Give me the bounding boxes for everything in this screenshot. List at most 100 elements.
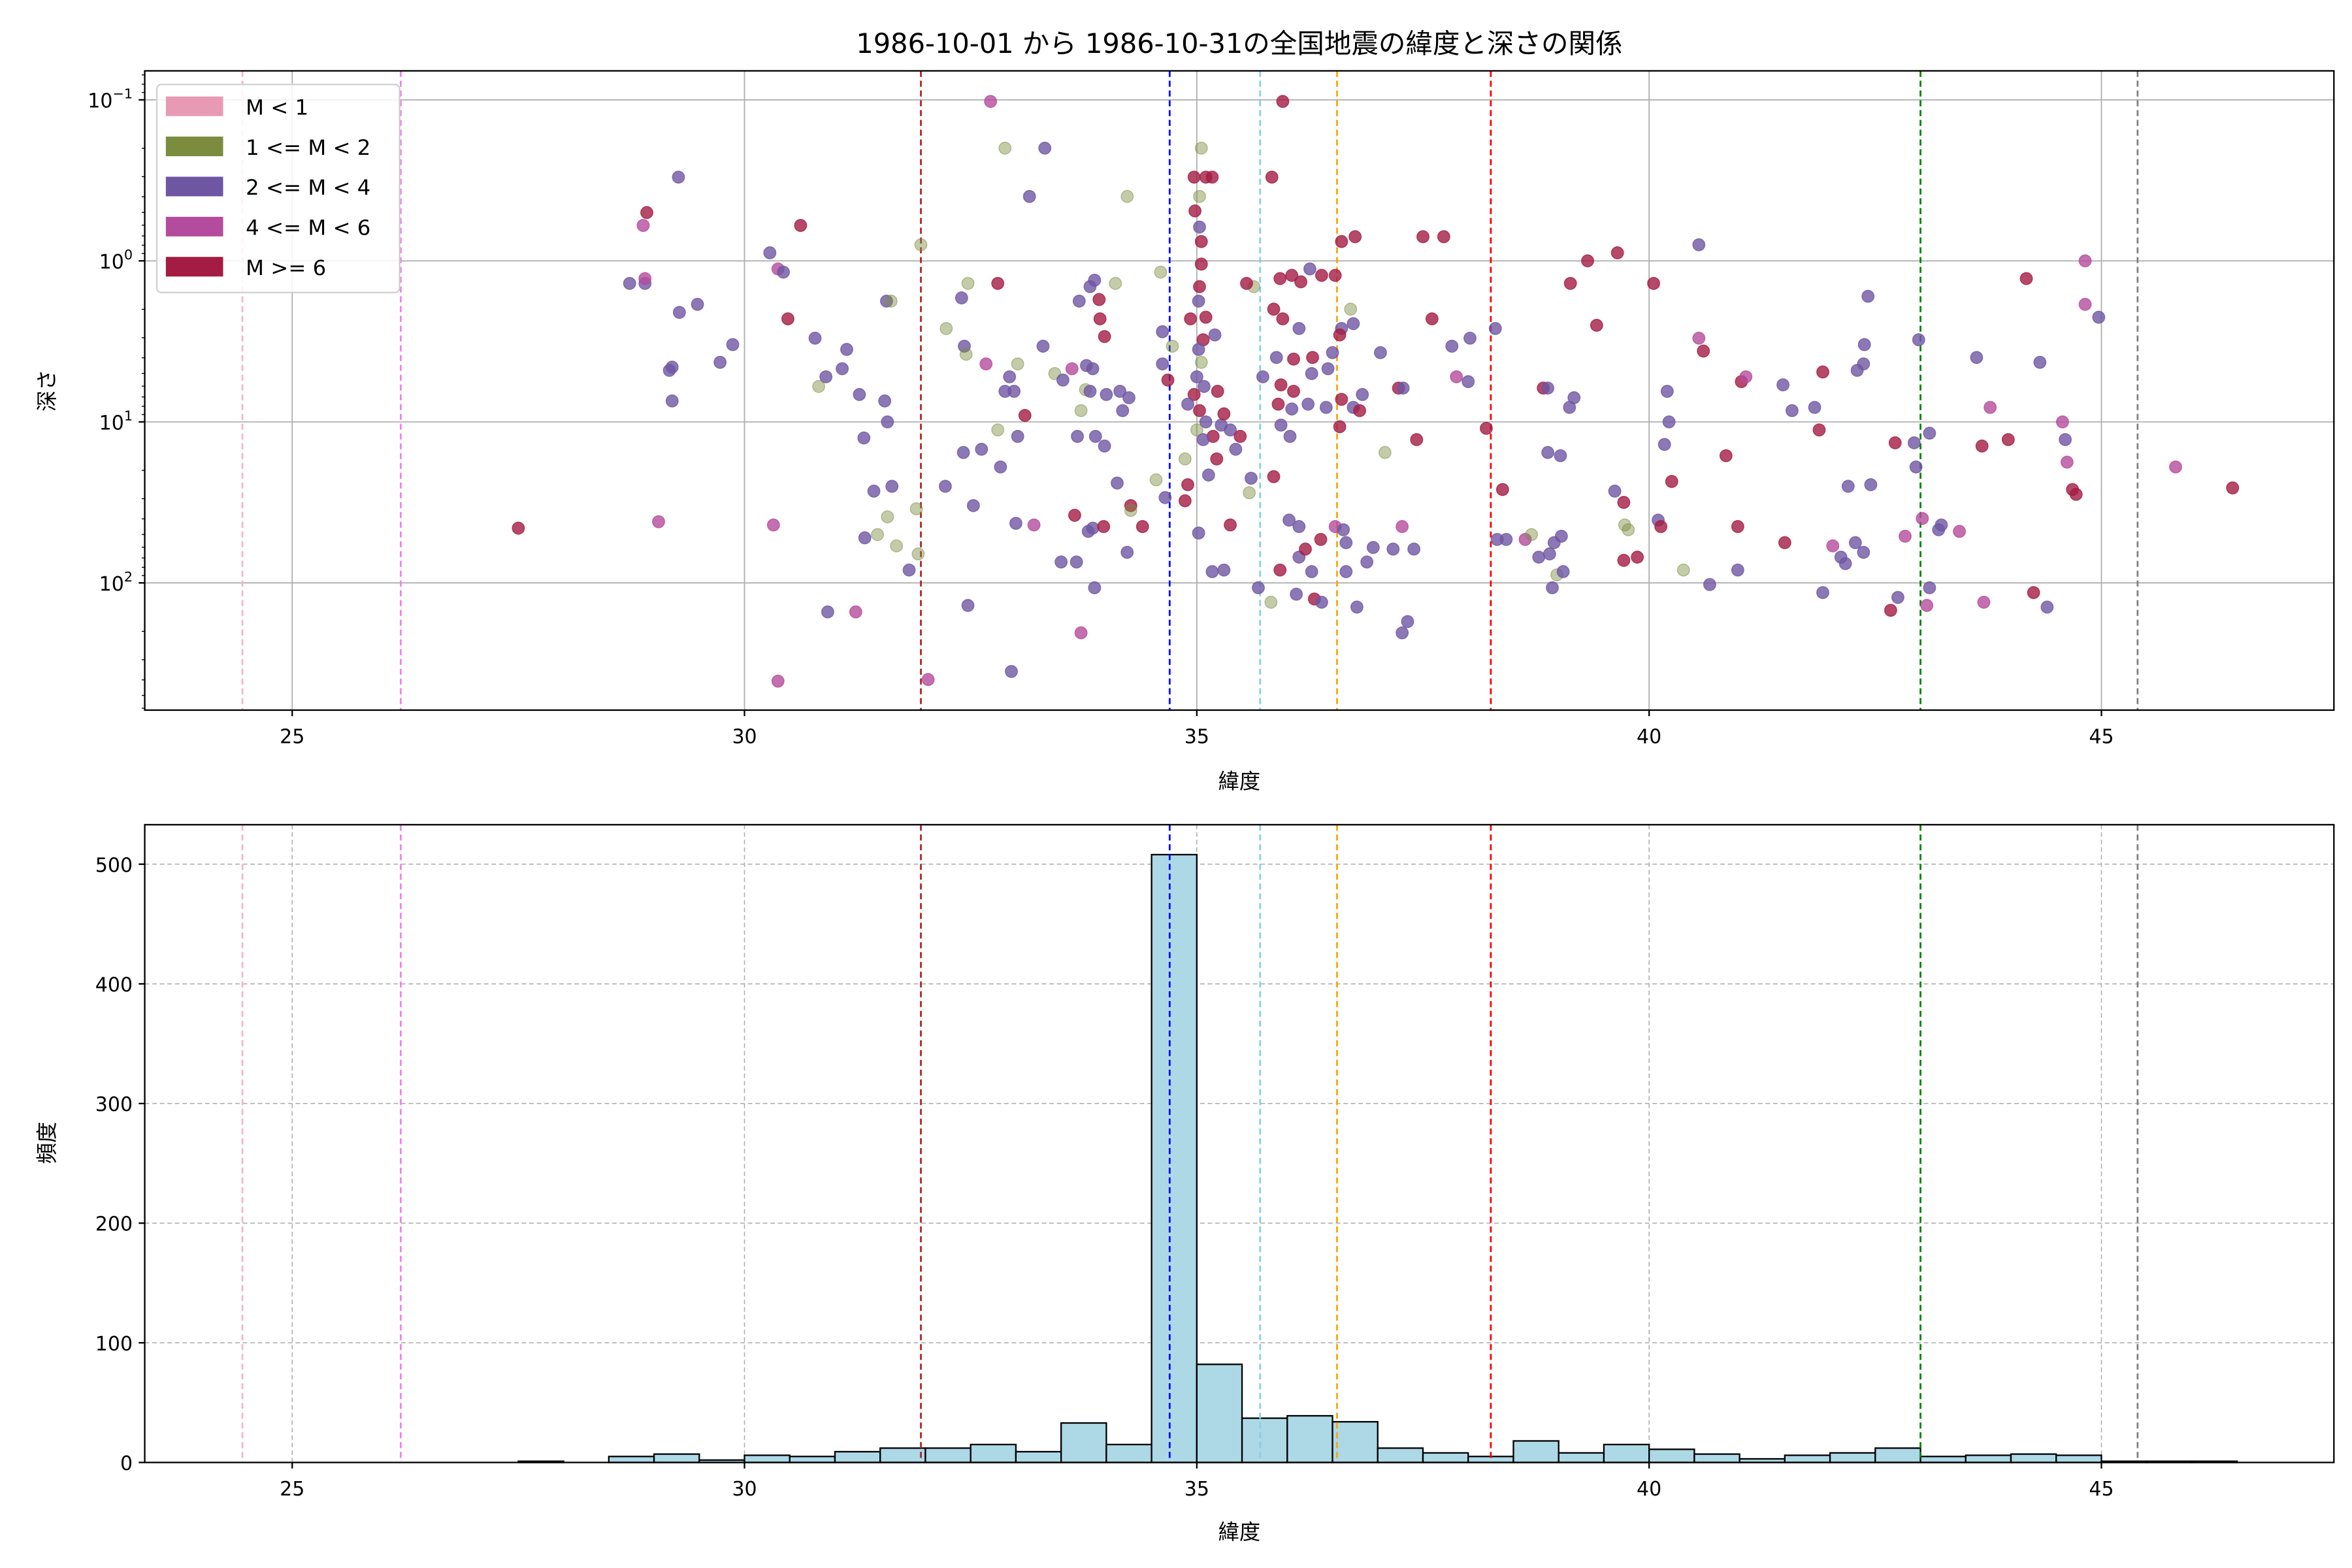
scatter-point <box>1848 536 1862 549</box>
scatter-point <box>1396 382 1410 395</box>
scatter-point <box>1086 362 1100 376</box>
x-tick-label: 25 <box>280 1478 304 1501</box>
scatter-point <box>881 510 894 524</box>
scatter-point <box>1210 452 1224 466</box>
scatter-point <box>1812 423 1826 436</box>
scatter-point <box>1556 565 1570 578</box>
scatter-plot: 25 30 35 40 45 10−1 100 101 102 M < 1 1 <= M < 2 2 … <box>88 70 2335 749</box>
scatter-point <box>1092 293 1106 306</box>
scatter-point <box>1088 581 1102 595</box>
scatter-point <box>1437 230 1450 244</box>
scatter-point <box>2040 600 2054 614</box>
legend-label: 4 <= M < 6 <box>246 216 370 240</box>
scatter-point <box>1306 351 1319 365</box>
scatter-point <box>1838 557 1852 570</box>
scatter-y-axis-label: 深さ <box>35 369 59 412</box>
scatter-point <box>1953 525 1966 538</box>
legend: M < 1 1 <= M < 2 2 <= M < 4 4 <= M < 6 M >= … <box>155 84 400 293</box>
scatter-point <box>1036 339 1050 353</box>
scatter-point <box>1071 430 1084 443</box>
scatter-point <box>1194 235 1208 248</box>
scatter-point <box>1356 387 1369 401</box>
y-tick-label: 400 <box>95 973 133 996</box>
histogram-bar <box>1965 1454 2012 1463</box>
scatter-point <box>939 321 953 335</box>
scatter-point <box>1054 555 1068 569</box>
scatter-point <box>1290 587 1303 601</box>
x-tick-label: 30 <box>732 1478 757 1501</box>
scatter-point <box>1264 595 1278 609</box>
scatter-point <box>1864 478 1878 491</box>
scatter-point <box>1660 385 1674 398</box>
scatter-point <box>1072 294 1086 308</box>
scatter-point <box>1088 273 1102 287</box>
scatter-point <box>1326 346 1339 359</box>
histogram-bar <box>1648 1448 1695 1463</box>
scatter-point <box>984 95 998 108</box>
scatter-point <box>1193 220 1206 234</box>
scatter-point <box>1396 520 1409 533</box>
scatter-point <box>2078 297 2092 311</box>
x-tick-label: 40 <box>1637 1478 1661 1501</box>
scatter-point <box>1731 520 1744 533</box>
scatter-point <box>867 484 881 498</box>
scatter-point <box>1658 438 1671 451</box>
scatter-point <box>1303 262 1316 276</box>
scatter-point <box>713 355 727 369</box>
scatter-point <box>2059 433 2072 446</box>
scatter-point <box>2001 433 2015 446</box>
scatter-point <box>1070 555 1083 569</box>
legend-swatch <box>165 176 223 197</box>
scatter-point <box>1662 415 1676 429</box>
scatter-point <box>1269 351 1283 365</box>
scatter-point <box>1122 391 1135 404</box>
scatter-point <box>777 265 790 279</box>
scatter-point <box>914 238 928 252</box>
scatter-point <box>1590 318 1603 332</box>
x-tick-label: 35 <box>1184 1478 1209 1501</box>
histogram-bar <box>970 1443 1017 1463</box>
scatter-point <box>691 297 704 311</box>
scatter-point <box>665 361 679 374</box>
histogram-bar <box>1377 1447 1424 1463</box>
scatter-point <box>1011 430 1024 443</box>
scatter-point <box>1739 370 1753 384</box>
histogram-y-axis-label: 頻度 <box>35 1122 59 1164</box>
scatter-point <box>1217 407 1231 421</box>
scatter-point <box>1267 302 1281 316</box>
scatter-point <box>1274 418 1288 432</box>
scatter-point <box>890 539 904 553</box>
scatter-point <box>1654 520 1668 533</box>
histogram-bar <box>789 1456 836 1463</box>
scatter-point <box>991 276 1005 290</box>
scatter-point <box>1333 328 1347 342</box>
scatter-point <box>672 171 685 184</box>
scatter-point <box>853 387 866 401</box>
x-tick-label: 40 <box>1637 726 1661 749</box>
scatter-point <box>1018 408 1032 422</box>
legend-swatch <box>165 137 223 157</box>
scatter-point <box>1610 246 1624 259</box>
scatter-point <box>1100 387 1113 401</box>
scatter-point <box>1007 385 1021 398</box>
scatter-point <box>1149 473 1163 487</box>
scatter-point <box>1861 289 1875 303</box>
scatter-point <box>2055 415 2069 429</box>
scatter-point <box>1333 420 1347 434</box>
scatter-point <box>1027 518 1041 532</box>
scatter-point <box>1154 265 1168 279</box>
scatter-point <box>819 370 833 384</box>
scatter-point <box>1445 339 1459 353</box>
scatter-point <box>1697 344 1710 358</box>
scatter-point <box>1495 483 1509 497</box>
scatter-point <box>1205 565 1219 578</box>
scatter-point <box>1541 446 1554 459</box>
scatter-point <box>1178 452 1192 466</box>
scatter-point <box>1450 370 1463 384</box>
scatter-point <box>1546 581 1559 595</box>
scatter-point <box>955 291 968 304</box>
scatter-point <box>1314 532 1328 546</box>
y-tick-label: 10−1 <box>88 86 133 113</box>
histogram-bar <box>2055 1454 2102 1463</box>
histogram-bar <box>834 1450 881 1463</box>
